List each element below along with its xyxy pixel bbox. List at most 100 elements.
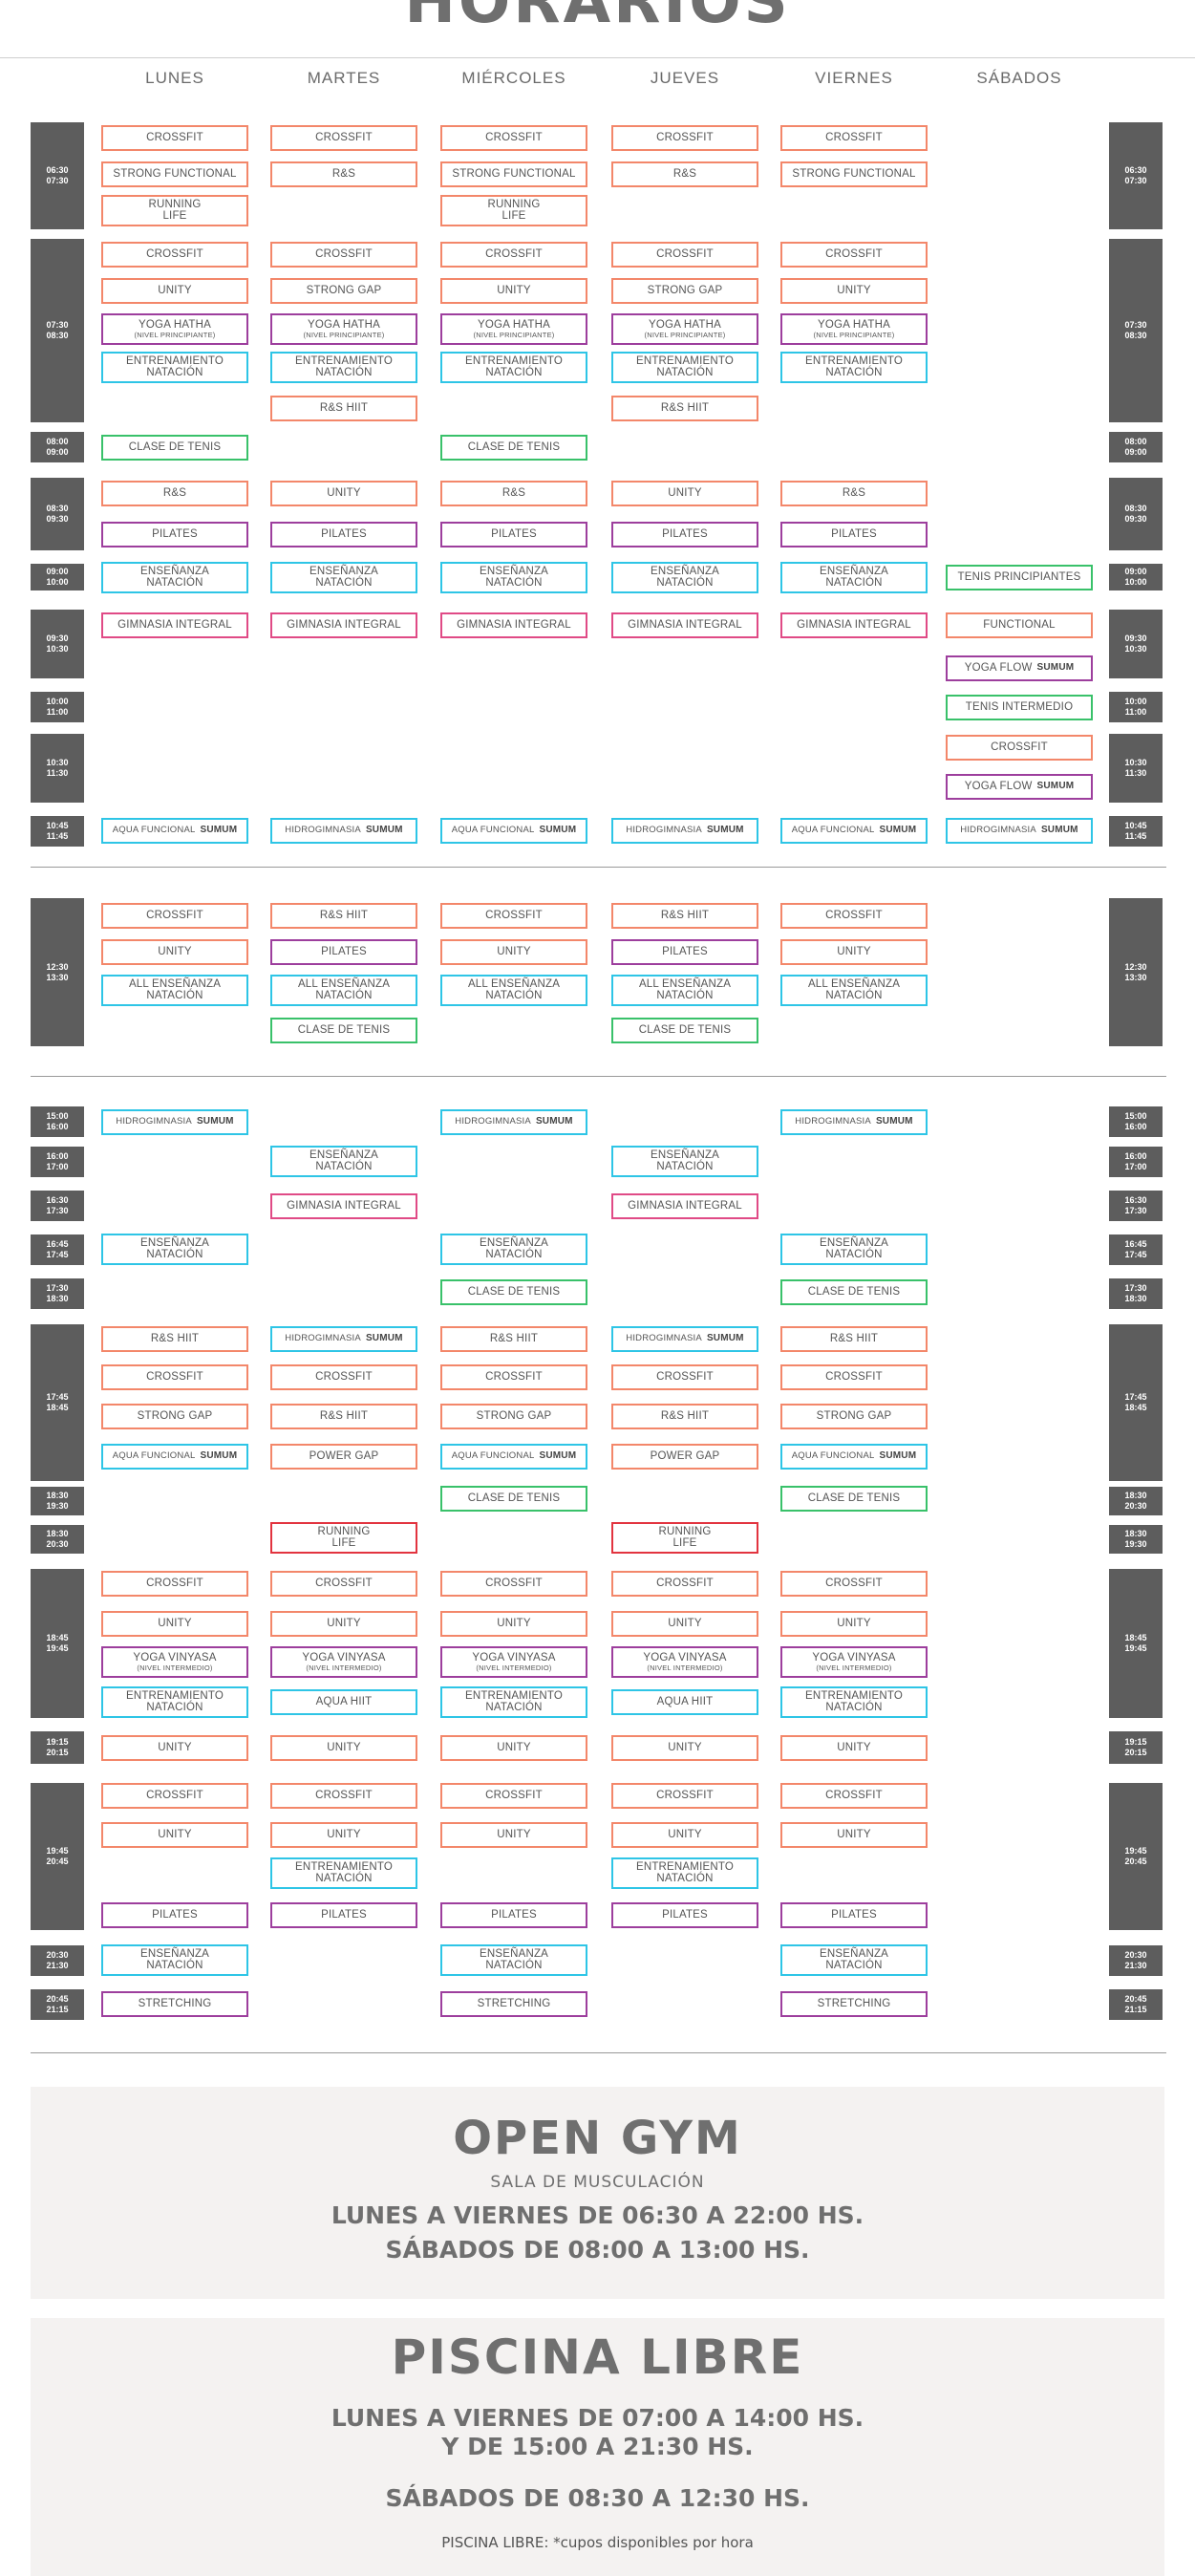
class-strong-functional: STRONG FUNCTIONAL — [440, 161, 587, 187]
class-label: ENTRENAMIENTO — [464, 355, 564, 367]
class-label: CROSSFIT — [146, 910, 203, 921]
time-start: 12:30 — [46, 961, 69, 972]
class-label-line2: NATACIÓN — [315, 990, 373, 1001]
class-entrenamiento: ENTRENAMIENTO NATACIÓN — [611, 351, 758, 383]
class-power-gap: POWER GAP — [611, 1443, 758, 1470]
class-enseñanza: ENSEÑANZA NATACIÓN — [101, 1943, 248, 1976]
class-enseñanza: ENSEÑANZA NATACIÓN — [270, 1145, 417, 1177]
time-block: 12:30 13:30 — [31, 898, 84, 1046]
sumum-logo: SUMUM — [539, 825, 577, 835]
time-block: 10:00 11:00 — [31, 692, 84, 722]
time-start: 10:30 — [1124, 758, 1147, 767]
class-enseñanza: ENSEÑANZA NATACIÓN — [101, 1233, 248, 1265]
time-end: 19:30 — [1124, 1539, 1147, 1549]
time-block: 18:45 19:45 — [31, 1569, 84, 1718]
class-gimnasia-integral: GIMNASIA INTEGRAL — [611, 1192, 758, 1219]
class-label: UNITY — [837, 285, 871, 296]
class-label-line2: NATACIÓN — [485, 367, 543, 378]
class-label: ENSEÑANZA — [650, 566, 720, 577]
class-gimnasia-integral: GIMNASIA INTEGRAL — [101, 612, 248, 638]
time-end: 21:15 — [46, 2005, 69, 2014]
class-unity: UNITY — [101, 938, 248, 965]
class-label: ENSEÑANZA — [819, 1237, 889, 1249]
class-label-line2: NATACIÓN — [656, 577, 714, 589]
class-unity: UNITY — [440, 1734, 587, 1761]
class-label: UNITY — [158, 1829, 192, 1840]
day-header: VIERNES — [815, 69, 893, 87]
time-block: 17:45 18:45 — [31, 1324, 84, 1481]
time-block: 16:30 17:30 — [31, 1191, 84, 1221]
class-label: CLASE DE TENIS — [297, 1024, 391, 1036]
class-label: UNITY — [497, 285, 531, 296]
class-running: RUNNING LIFE — [270, 1521, 417, 1554]
class-r-s-hiit: R&S HIIT — [611, 395, 758, 421]
section-divider — [31, 1076, 1166, 1077]
time-block: 19:15 20:15 — [31, 1731, 84, 1764]
class-yoga-vinyasa: YOGA VINYASA (NIVEL INTERMEDIO) — [780, 1645, 928, 1678]
class-label-row: HIDROGIMNASIA SUMUM — [626, 825, 743, 836]
time-start: 06:30 — [46, 165, 69, 175]
class-label-line2: NATACIÓN — [825, 990, 883, 1001]
class-functional: FUNCTIONAL — [946, 612, 1093, 638]
class-label: CROSSFIT — [656, 1578, 714, 1589]
class-r-s-hiit: R&S HIIT — [611, 902, 758, 929]
class-label: CROSSFIT — [485, 1578, 543, 1589]
class-label-line2: LIFE — [672, 1537, 697, 1549]
class-label: ENSEÑANZA — [479, 1948, 549, 1960]
class-label: UNITY — [668, 487, 702, 499]
class-label-row: YOGA FLOW SUMUM — [965, 781, 1075, 792]
class-label: UNITY — [668, 1618, 702, 1629]
sumum-logo: SUMUM — [1040, 825, 1078, 835]
class-all-enseñanza: ALL ENSEÑANZA NATACIÓN — [440, 974, 587, 1006]
class-label: AQUA FUNCIONAL — [791, 825, 875, 835]
class-label: CROSSFIT — [485, 248, 543, 260]
time-start: 08:00 — [46, 437, 69, 446]
class-crossfit: CROSSFIT — [440, 1570, 587, 1597]
class-label: GIMNASIA INTEGRAL — [797, 619, 911, 631]
class-label: HIDROGIMNASIA — [795, 1116, 871, 1127]
class-clase-de-tenis: CLASE DE TENIS — [101, 434, 248, 461]
time-block: 10:00 11:00 — [1109, 692, 1163, 722]
class-label: UNITY — [837, 1742, 871, 1753]
class-r-s-hiit: R&S HIIT — [611, 1403, 758, 1429]
class-label-line2: NATACIÓN — [485, 990, 543, 1001]
class-label-row: HIDROGIMNASIA SUMUM — [626, 1333, 743, 1344]
time-block: 07:30 08:30 — [31, 239, 84, 422]
class-running: RUNNING LIFE — [101, 194, 248, 226]
class-crossfit: CROSSFIT — [440, 902, 587, 929]
time-block: 08:00 09:00 — [1109, 432, 1163, 462]
class-yoga-hatha: YOGA HATHA (NIVEL PRINCIPIANTE) — [270, 312, 417, 345]
class-label: STRONG GAP — [647, 285, 723, 296]
time-block: 06:30 07:30 — [1109, 122, 1163, 229]
class-label-line2: NATACIÓN — [315, 367, 373, 378]
class-aqua-funcional: AQUA FUNCIONAL SUMUM — [101, 817, 248, 844]
time-block: 15:00 16:00 — [1109, 1106, 1163, 1137]
day-header: JUEVES — [650, 69, 720, 87]
time-end: 09:00 — [46, 447, 69, 457]
sumum-logo: SUMUM — [879, 825, 917, 835]
time-start: 07:30 — [46, 320, 69, 330]
sumum-logo: SUMUM — [706, 825, 744, 835]
class-aqua-hiit: AQUA HIIT — [611, 1688, 758, 1715]
class-yoga-hatha: YOGA HATHA (NIVEL PRINCIPIANTE) — [611, 312, 758, 345]
class-label: ALL ENSEÑANZA — [128, 978, 222, 990]
class-unity: UNITY — [101, 1734, 248, 1761]
time-block: 10:30 11:30 — [1109, 734, 1163, 803]
class-label: YOGA HATHA — [478, 318, 550, 331]
time-end: 20:45 — [46, 1857, 69, 1866]
class-label: UNITY — [497, 1829, 531, 1840]
class-pilates: PILATES — [270, 938, 417, 965]
time-block: 19:15 20:15 — [1109, 1731, 1163, 1764]
time-end: 08:30 — [46, 331, 69, 340]
time-start: 10:30 — [46, 758, 69, 767]
piscina-hours-saturday: SÁBADOS DE 08:30 A 12:30 HS. — [385, 2484, 810, 2512]
class-label: CROSSFIT — [825, 910, 883, 921]
class-aqua-funcional: AQUA FUNCIONAL SUMUM — [780, 817, 928, 844]
class-crossfit: CROSSFIT — [611, 124, 758, 151]
time-end: 21:30 — [46, 1961, 69, 1970]
class-label: STRETCHING — [477, 1998, 551, 2009]
class-crossfit: CROSSFIT — [611, 1363, 758, 1390]
class-label: GIMNASIA INTEGRAL — [117, 619, 232, 631]
class-level: (NIVEL PRINCIPIANTE) — [303, 330, 385, 339]
time-start: 20:30 — [46, 1950, 69, 1960]
